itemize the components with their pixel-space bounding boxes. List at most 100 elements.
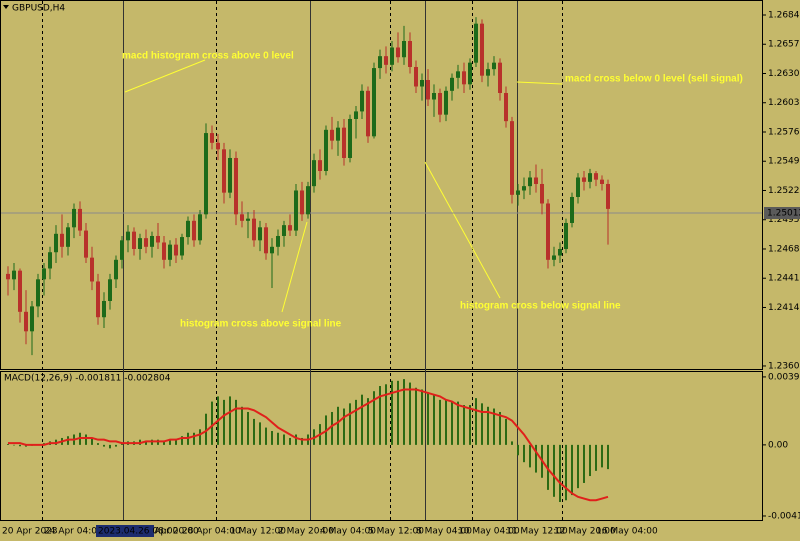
current-price-tag [764,207,800,220]
histogram-bar [7,444,9,445]
candle-body [354,111,358,119]
annotation: macd cross below 0 level (sell signal) [565,74,743,85]
histogram-bar [523,444,525,463]
candle-body [48,252,52,269]
candle-body [480,23,484,76]
candle-body [54,233,58,253]
histogram-bar [109,444,111,449]
histogram-bar [205,413,207,445]
candle-body [180,237,184,256]
y-tick-label: 1.25490 [768,157,800,167]
candle-body [30,306,34,332]
histogram-bar [223,399,225,445]
histogram-bar [13,444,15,446]
day-separators [42,1,563,520]
candle-body [366,90,370,137]
candle-body [504,92,508,122]
histogram-bar [481,403,483,445]
candle-body [534,177,538,184]
candle-body [510,121,514,195]
histogram-bar [145,441,147,445]
candle-body [216,142,220,150]
candle-body [114,259,118,280]
histogram-bar [175,439,177,445]
candle-body [240,214,244,221]
histogram-bar [259,422,261,445]
histogram-bar [181,436,183,445]
candle-body [456,71,460,78]
candle-body [360,90,364,112]
crosshair-time: 2023.04.26 08:00 [98,527,179,537]
candle-body [558,248,562,256]
histogram-bar [199,429,201,445]
histogram-bar [571,444,573,496]
candle-body [306,186,310,215]
candle-body [66,227,70,247]
candle-body [174,244,178,256]
price-panel [0,0,763,370]
y-tick-label: 1.23600 [768,361,800,371]
histogram-bar [469,405,471,445]
annotation: histogram cross below signal line [460,301,621,312]
y-tick-label: 1.26570 [768,40,800,50]
histogram-bar [349,403,351,445]
histogram-bar [577,444,579,489]
y-tick-label: 1.24140 [768,303,800,313]
histogram-bar [553,444,555,497]
candle-body [522,186,526,191]
y-tick-label: -0.004108 [768,511,800,521]
candle-body [492,62,496,70]
histogram-bar [427,392,429,445]
histogram-bar [235,399,237,445]
annotation: macd histogram cross above 0 level [122,51,294,62]
candle-body [276,235,280,247]
candle-body [390,47,394,65]
histogram-bar [211,401,213,445]
histogram-bar [343,408,345,445]
histogram-bar [115,444,117,447]
candle-body [138,238,142,249]
candle-body [384,56,388,65]
histogram-bar [247,411,249,445]
histogram-bar [97,443,99,445]
histogram-bar [583,444,585,483]
histogram-bar [499,411,501,445]
candle-body [120,240,124,260]
histogram-bar [397,380,399,445]
histogram-bar [451,401,453,445]
histogram-bar [487,406,489,445]
candle-body [564,222,568,249]
candle-body [144,238,148,247]
candle-body [324,129,328,171]
candle-body [402,40,406,58]
histogram-bar [253,418,255,445]
histogram-bar [277,432,279,445]
candle-body [570,196,574,223]
histogram-bar [361,394,363,445]
arrow [424,161,501,299]
candle-body [498,62,502,93]
histogram-bar [415,387,417,445]
histogram-bar [337,406,339,445]
candle-body [474,23,478,63]
y-tick-label: 0.00 [768,440,788,450]
histogram-bar [163,441,165,445]
candle-body [606,183,610,209]
x-tick-label: 12 May 20:00 [554,527,616,537]
candle-body [336,127,340,141]
candle-body [36,279,40,307]
y-tick-label: 0.003926 [768,372,800,382]
indicator-title: MACD(12,26,9) -0.001811 -0.002804 [4,374,171,384]
histogram-bar [421,389,423,445]
histogram-bar [355,399,357,445]
candle-body [588,173,592,182]
histogram-bar [595,444,597,471]
candle-body [228,157,232,193]
menu-icon[interactable] [3,5,9,9]
histogram-bar [607,444,609,470]
candle-body [18,270,22,312]
candle-body [210,133,214,143]
histogram-bar [283,434,285,445]
